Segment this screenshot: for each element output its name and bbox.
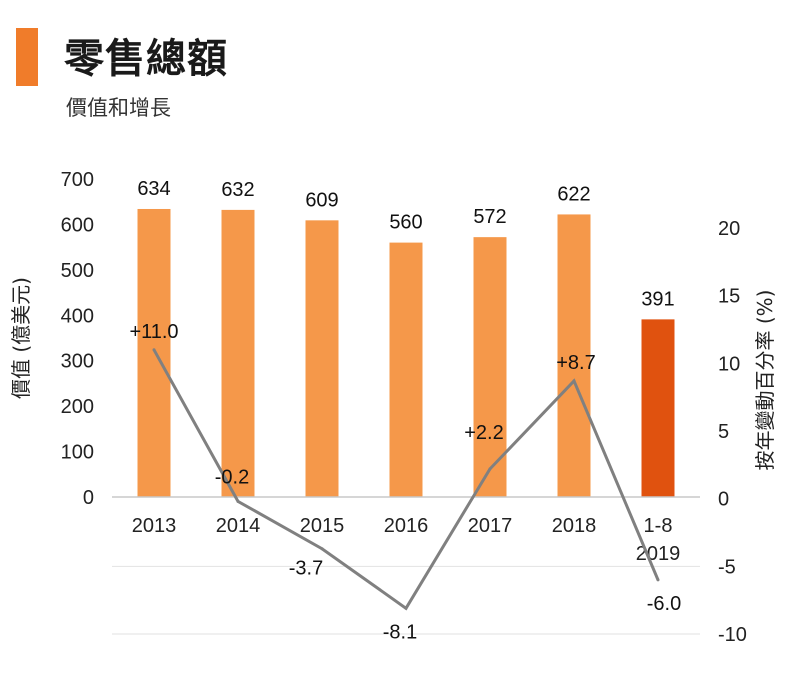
x-tick-label: 1-8 — [644, 515, 673, 537]
bar — [641, 319, 675, 497]
bar — [221, 209, 255, 498]
left-axis-tick: 100 — [61, 442, 94, 464]
left-axis-tick: 300 — [61, 351, 94, 373]
growth-value-label: +8.7 — [556, 352, 595, 374]
growth-value-label: +2.2 — [464, 422, 503, 444]
growth-value-label: -6.0 — [647, 593, 681, 615]
growth-point — [320, 547, 324, 551]
x-tick-label: 2015 — [300, 515, 345, 537]
growth-point — [572, 379, 576, 383]
x-tick-label: 2016 — [384, 515, 429, 537]
left-axis-tick: 700 — [61, 169, 94, 191]
left-axis-tick: 0 — [83, 487, 94, 509]
growth-point — [152, 348, 156, 352]
growth-point — [488, 467, 492, 471]
x-tick-label: 2017 — [468, 515, 513, 537]
x-tick-label: 2013 — [132, 515, 177, 537]
bar-value-label: 560 — [389, 212, 422, 234]
bar-value-label: 391 — [641, 288, 674, 310]
growth-point — [404, 606, 408, 610]
bar — [473, 237, 507, 498]
growth-point — [656, 578, 660, 582]
right-axis-tick: 15 — [718, 286, 740, 308]
bar — [557, 214, 591, 498]
bar — [137, 208, 171, 498]
bar-value-label: 632 — [221, 179, 254, 201]
growth-value-label: -0.2 — [215, 466, 249, 488]
right-axis-tick: 10 — [718, 353, 740, 375]
growth-value-label: -3.7 — [289, 558, 323, 580]
bar — [305, 220, 339, 497]
left-axis-title: 價值 (億美元) — [9, 277, 33, 399]
x-tick-label: 2014 — [216, 515, 261, 537]
bar-value-label: 622 — [557, 183, 590, 205]
left-axis-tick: 600 — [61, 214, 94, 236]
left-axis-tick: 500 — [61, 260, 94, 282]
page-subtitle: 價值和增長 — [66, 96, 171, 120]
page-title: 零售總額 — [64, 36, 228, 82]
right-axis-tick: 0 — [718, 489, 729, 511]
left-axis-tick: 200 — [61, 396, 94, 418]
bar-value-label: 634 — [137, 178, 170, 200]
x-tick-label: 2019 — [636, 543, 681, 565]
right-axis-tick: -5 — [718, 556, 736, 578]
growth-point — [236, 499, 240, 503]
bar — [389, 242, 423, 497]
right-axis-tick: -10 — [718, 624, 747, 646]
left-axis-tick: 400 — [61, 305, 94, 327]
right-axis-title: 按年變動百分率 (%) — [753, 290, 777, 471]
title-accent-bar — [16, 28, 38, 86]
growth-value-label: -8.1 — [383, 621, 417, 643]
right-axis-tick: 5 — [718, 421, 729, 443]
bar-value-label: 572 — [473, 206, 506, 228]
growth-value-label: +11.0 — [129, 321, 178, 343]
bar-value-label: 609 — [305, 189, 338, 211]
right-axis-tick: 20 — [718, 218, 740, 240]
x-tick-label: 2018 — [552, 515, 597, 537]
